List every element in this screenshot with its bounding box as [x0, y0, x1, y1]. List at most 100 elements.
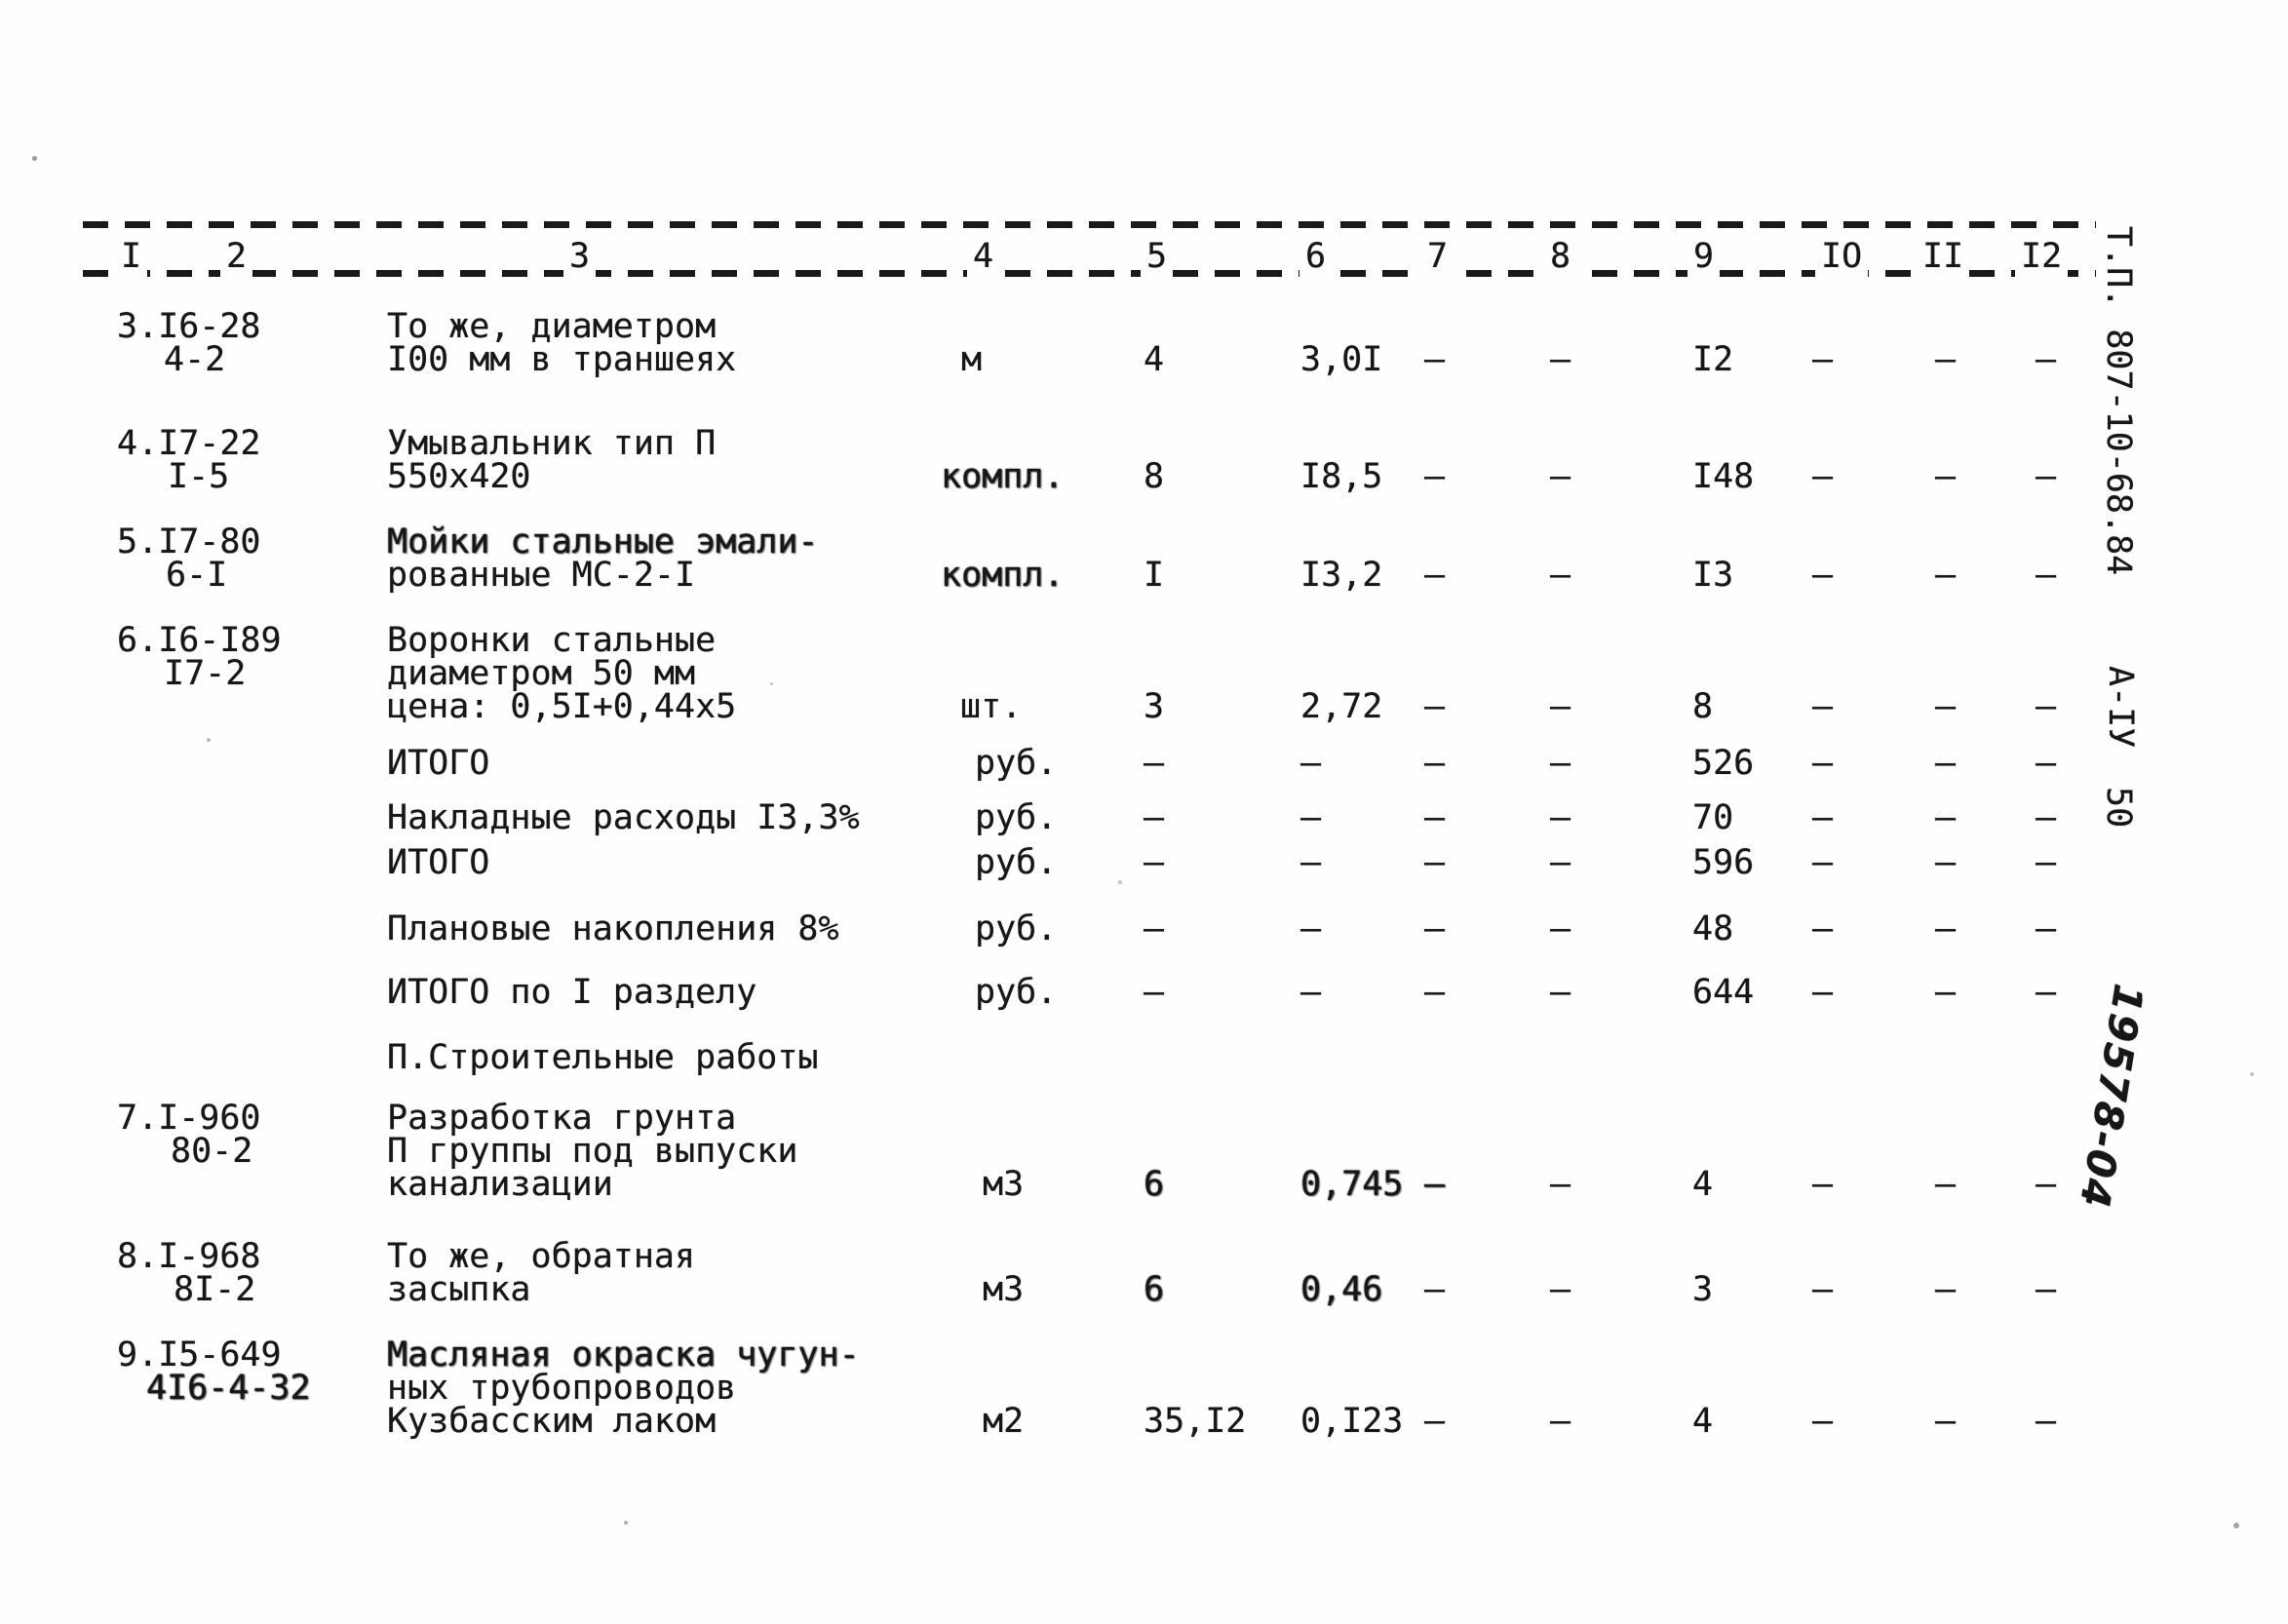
col12-cell: — — [2036, 1165, 2057, 1204]
col8-cell: — — [1550, 340, 1571, 379]
item-description-line: цена: 0,5I+0,44х5 — [387, 687, 737, 726]
col10-cell: — — [1812, 1402, 1834, 1441]
quantity-cell: 8 — [1144, 457, 1165, 496]
unit-cell: м3 — [983, 1165, 1025, 1204]
col11-cell: — — [1935, 798, 1957, 837]
item-description-line: 550х420 — [387, 457, 531, 496]
col9-cell: I2 — [1692, 340, 1734, 379]
col8-cell: — — [1550, 1402, 1571, 1441]
quantity-cell: 4 — [1144, 340, 1165, 379]
col12-cell: — — [2036, 556, 2057, 595]
noise-speck — [770, 682, 773, 685]
margin-handwritten-mark: 19578-04 — [2070, 981, 2152, 1213]
summary-label: Плановые накопления 8% — [387, 909, 839, 948]
unit-cell: м — [961, 340, 983, 379]
item-description-line: Кузбасским лаком — [387, 1402, 717, 1441]
col8-cell: — — [1550, 909, 1571, 948]
summary-label: ИТОГО — [387, 744, 490, 783]
col12-cell: — — [2036, 843, 2057, 882]
col8-cell: — — [1550, 973, 1571, 1012]
column-number-7: 7 — [1421, 240, 1454, 281]
column-number-IO: IO — [1815, 240, 1869, 281]
col10-cell: — — [1812, 798, 1834, 837]
col10-cell: — — [1812, 744, 1834, 783]
col11-cell: — — [1935, 457, 1957, 496]
column-number-3: 3 — [563, 240, 597, 281]
item-ref-line1: 5.I7-80 — [117, 522, 261, 561]
noise-speck — [207, 738, 211, 742]
col12-cell: — — [2036, 973, 2057, 1012]
col7-cell: — — [1424, 744, 1446, 783]
quantity-cell: — — [1144, 843, 1165, 882]
quantity-cell: — — [1144, 798, 1165, 837]
col12-cell: — — [2036, 1402, 2057, 1441]
item-description-line: П группы под выпуски — [387, 1132, 798, 1171]
unit-price-cell: — — [1300, 973, 1322, 1012]
item-ref-line2: 6-I — [166, 556, 228, 595]
col9-cell: 644 — [1692, 973, 1755, 1012]
unit-price-cell: 0,745 — [1300, 1165, 1404, 1204]
table-header-underline — [83, 270, 2096, 277]
item-description-line: ных трубопроводов — [387, 1369, 737, 1408]
col12-cell: — — [2036, 340, 2057, 379]
col8-cell: — — [1550, 798, 1571, 837]
col9-cell: 8 — [1692, 687, 1714, 726]
item-description-line: То же, обратная — [387, 1237, 696, 1276]
col11-cell: — — [1935, 340, 1957, 379]
col9-cell: 70 — [1692, 798, 1734, 837]
unit-price-cell: 2,72 — [1300, 687, 1383, 726]
summary-label: ИТОГО — [387, 843, 490, 882]
item-description-line: Умывальник тип П — [387, 424, 717, 463]
col9-cell: I48 — [1692, 457, 1755, 496]
col7-cell: — — [1424, 798, 1446, 837]
unit-price-cell: 3,0I — [1300, 340, 1383, 379]
item-description-line: диаметром 50 мм — [387, 654, 696, 693]
column-number-II: II — [1917, 240, 1970, 281]
column-number-9: 9 — [1687, 240, 1721, 281]
col8-cell: — — [1550, 843, 1571, 882]
col11-cell: — — [1935, 556, 1957, 595]
col7-cell: — — [1424, 340, 1446, 379]
quantity-cell: 3 — [1144, 687, 1165, 726]
col7-cell: — — [1424, 1270, 1446, 1309]
noise-speck — [624, 1521, 628, 1525]
col10-cell: — — [1812, 909, 1834, 948]
item-description-line: I00 мм в траншеях — [387, 340, 737, 379]
col9-cell: 48 — [1692, 909, 1734, 948]
column-number-6: 6 — [1299, 240, 1333, 281]
summary-label: Накладные расходы I3,3% — [387, 798, 860, 837]
quantity-cell: I — [1144, 556, 1165, 595]
quantity-cell: 35,I2 — [1144, 1402, 1247, 1441]
col12-cell: — — [2036, 798, 2057, 837]
column-number-I2: I2 — [2015, 240, 2069, 281]
column-number-I: I — [115, 240, 148, 281]
col7-cell: — — [1424, 973, 1446, 1012]
column-number-4: 4 — [967, 240, 1000, 281]
item-ref-line2: 8I-2 — [174, 1270, 256, 1309]
col11-cell: — — [1935, 1270, 1957, 1309]
unit-price-cell: I8,5 — [1300, 457, 1383, 496]
noise-speck — [2233, 1523, 2239, 1528]
col11-cell: — — [1935, 744, 1957, 783]
col10-cell: — — [1812, 1270, 1834, 1309]
margin-type-code: Т.П. 807-10-68.84 — [2099, 226, 2138, 576]
col9-cell: 4 — [1692, 1165, 1714, 1204]
unit-price-cell: 0,46 — [1300, 1270, 1383, 1309]
unit-price-cell: 0,I23 — [1300, 1402, 1404, 1441]
quantity-cell: — — [1144, 909, 1165, 948]
noise-speck — [32, 156, 37, 161]
margin-series-code: А-IУ — [2101, 666, 2140, 749]
col7-cell: — — [1424, 1402, 1446, 1441]
col11-cell: — — [1935, 909, 1957, 948]
item-ref-line1: 4.I7-22 — [117, 424, 261, 463]
col11-cell: — — [1935, 1165, 1957, 1204]
col7-cell: — — [1424, 909, 1446, 948]
col7-cell: — — [1424, 687, 1446, 726]
col9-cell: I3 — [1692, 556, 1734, 595]
col10-cell: — — [1812, 340, 1834, 379]
col12-cell: — — [2036, 687, 2057, 726]
unit-price-cell: — — [1300, 909, 1322, 948]
noise-speck — [2250, 1072, 2254, 1076]
table-top-dashed-line — [83, 221, 2096, 228]
noise-speck — [1386, 1181, 1390, 1185]
